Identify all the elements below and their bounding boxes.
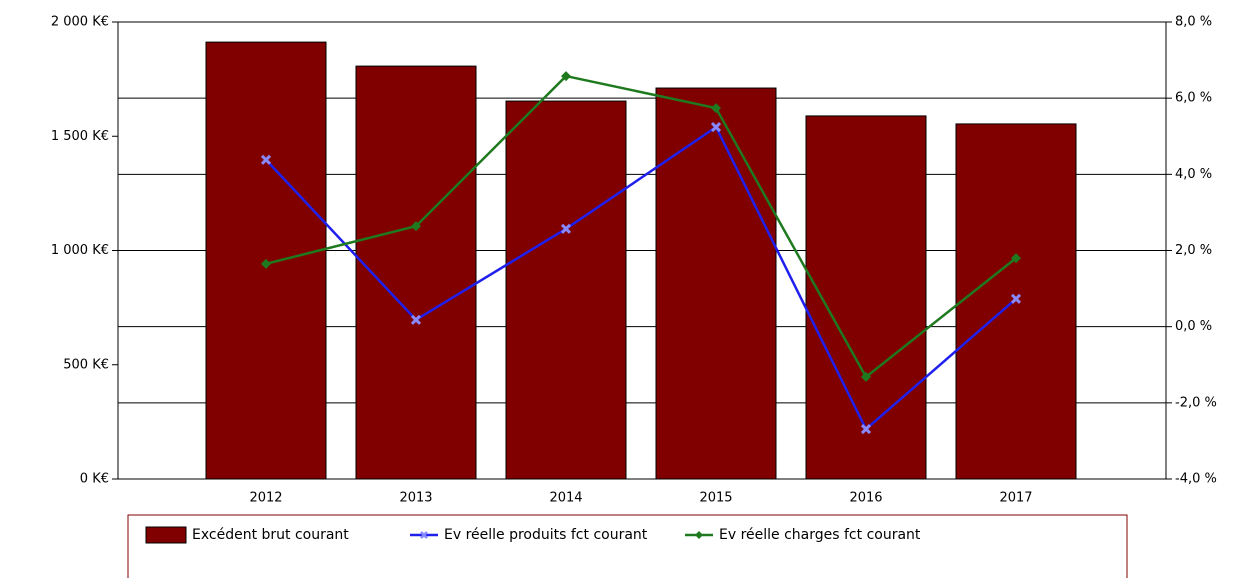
x-tick-label: 2012: [249, 491, 282, 506]
y2-tick-label: -4,0 %: [1175, 472, 1217, 487]
x-tick-label: 2017: [999, 491, 1032, 506]
line-marker: [261, 258, 271, 269]
y2-tick-label: 0,0 %: [1175, 319, 1212, 334]
legend-marker: [420, 531, 428, 539]
line-marker: [260, 154, 272, 165]
bar: [655, 87, 777, 480]
line-marker: [411, 221, 421, 232]
line-marker: [410, 314, 422, 325]
line: [265, 125, 1017, 432]
y-tick-label: 500 K€: [63, 357, 109, 372]
legend-label: Ev réelle produits fct courant: [444, 527, 648, 543]
line-marker: [710, 122, 722, 133]
x-tick-label: 2015: [699, 491, 732, 506]
y2-tick-label: 6,0 %: [1175, 91, 1212, 106]
y2-tick-label: 2,0 %: [1175, 243, 1212, 258]
bar: [505, 100, 627, 480]
line-marker: [561, 71, 571, 82]
line: [265, 74, 1017, 379]
x-tick-label: 2014: [549, 491, 582, 506]
line-marker: [1010, 293, 1022, 304]
line-marker: [860, 424, 872, 435]
bar: [355, 65, 477, 480]
line-marker: [711, 103, 721, 114]
y2-tick-label: -2,0 %: [1175, 395, 1217, 410]
legend-label: Ev réelle charges fct courant: [719, 527, 921, 543]
y2-tick-label: 4,0 %: [1175, 167, 1212, 182]
x-tick-label: 2016: [849, 491, 882, 506]
line-marker: [861, 371, 871, 382]
line-marker: [560, 223, 572, 234]
y2-tick-label: 8,0 %: [1175, 15, 1212, 30]
legend-box: [127, 514, 1128, 578]
y-tick-label: 1 500 K€: [51, 129, 109, 144]
y-tick-label: 0 K€: [80, 472, 109, 487]
legend-label: Excédent brut courant: [192, 527, 349, 543]
y-tick-label: 2 000 K€: [51, 15, 109, 30]
bar: [805, 115, 927, 480]
legend-swatch: [145, 526, 187, 544]
legend-marker: [695, 531, 703, 539]
x-tick-label: 2013: [399, 491, 432, 506]
bar: [955, 123, 1077, 480]
line-marker: [1011, 253, 1021, 264]
y-tick-label: 1 000 K€: [51, 243, 109, 258]
